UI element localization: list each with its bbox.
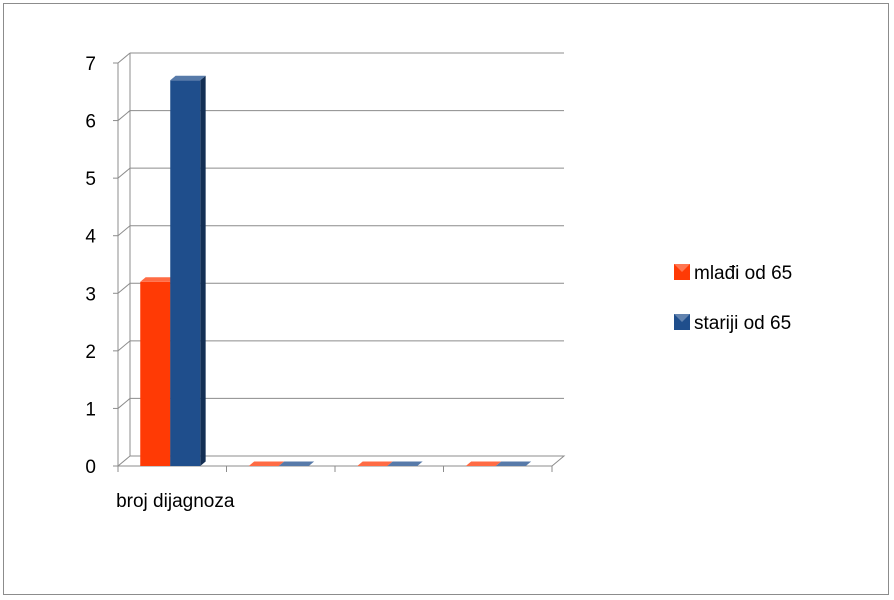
bar: [495, 461, 532, 466]
bar-top: [140, 277, 176, 282]
y-tick-label: 4: [85, 227, 96, 248]
bar: [278, 461, 315, 466]
y-tick-label: 3: [85, 284, 96, 305]
gridline-side: [117, 398, 131, 409]
y-tick-label: 5: [85, 169, 96, 190]
bar-front: [170, 80, 201, 467]
bar-top: [465, 461, 502, 466]
bar-top: [170, 75, 206, 81]
bar-top: [248, 461, 285, 466]
legend-label: mlađi od 65: [694, 263, 792, 284]
bar-top: [278, 461, 315, 466]
bar-top: [357, 461, 393, 466]
gridline-side: [117, 340, 131, 352]
bar: [357, 461, 393, 466]
bar: [387, 461, 423, 466]
legend: mlađi od 65 stariji od 65: [674, 263, 792, 334]
x-category-label: broj dijagnoza: [116, 491, 235, 512]
bar-side: [200, 75, 206, 467]
gridline-side: [117, 167, 131, 179]
legend-item: stariji od 65: [674, 313, 791, 334]
y-tick-label: 6: [85, 112, 96, 133]
legend-swatch-highlight: [674, 314, 690, 322]
y-tick-label: 2: [85, 342, 96, 363]
x-axis-labels: broj dijagnoza: [116, 491, 235, 512]
gridline-side: [117, 225, 131, 237]
y-tick-label: 1: [85, 399, 96, 420]
legend-label: stariji od 65: [694, 313, 791, 334]
bar-front: [140, 281, 171, 466]
y-tick-label: 7: [85, 54, 96, 75]
y-tick-label: 0: [85, 457, 96, 478]
bar-top: [387, 461, 423, 466]
bars: [140, 75, 532, 467]
legend-swatch-highlight: [674, 264, 690, 272]
gridline-side: [117, 282, 131, 294]
bar: [248, 461, 285, 466]
bar: [170, 75, 206, 467]
gridline-side: [117, 110, 131, 121]
bar: [465, 461, 502, 466]
y-axis-labels: 0 1 2 3 4 5 6 7: [85, 54, 96, 478]
bar-top: [495, 461, 532, 466]
gridline-side: [117, 52, 131, 64]
legend-item: mlađi od 65: [674, 263, 792, 284]
